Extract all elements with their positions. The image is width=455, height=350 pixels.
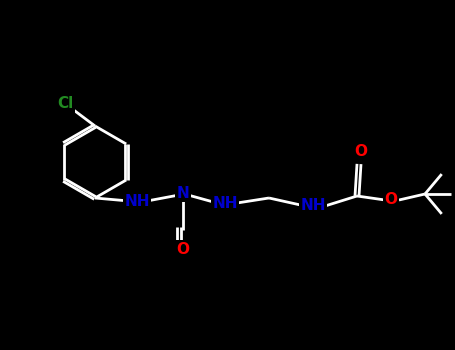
- Text: O: O: [354, 145, 368, 160]
- Text: NH: NH: [300, 198, 326, 214]
- Text: NH: NH: [212, 196, 238, 210]
- Text: O: O: [177, 241, 189, 257]
- Text: Cl: Cl: [57, 97, 73, 112]
- Text: O: O: [384, 193, 398, 208]
- Text: NH: NH: [124, 194, 150, 209]
- Text: N: N: [177, 186, 189, 201]
